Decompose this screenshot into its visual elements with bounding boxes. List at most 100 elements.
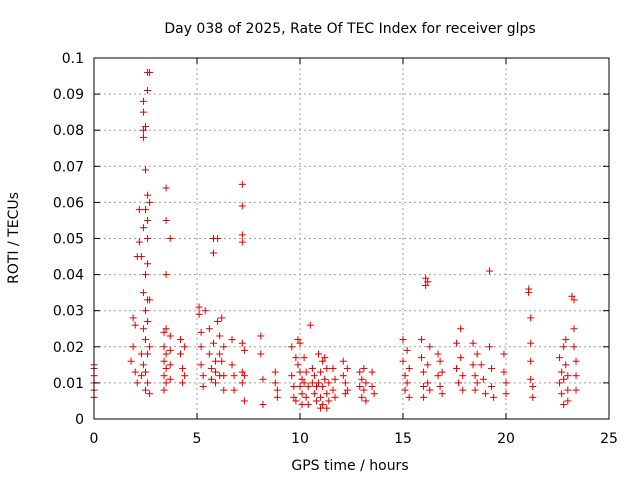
data-point — [481, 390, 489, 398]
data-point — [166, 361, 174, 369]
data-point — [315, 350, 323, 358]
data-point — [195, 303, 203, 311]
data-point — [162, 379, 170, 387]
data-point — [527, 357, 535, 365]
data-point — [331, 393, 339, 401]
chart-title: Day 038 of 2025, Rate Of TEC Index for r… — [164, 21, 535, 37]
y-tick-label: 0.09 — [53, 87, 84, 103]
data-point — [220, 372, 228, 380]
x-tick-label: 5 — [193, 431, 202, 447]
data-point — [212, 368, 220, 376]
data-point — [319, 401, 327, 409]
data-point — [304, 383, 312, 391]
data-point — [298, 390, 306, 398]
data-point — [144, 235, 152, 242]
data-point — [339, 357, 347, 365]
data-point — [214, 235, 222, 242]
data-point — [401, 386, 409, 394]
data-point — [317, 404, 325, 412]
data-point — [144, 216, 152, 224]
data-point — [312, 397, 320, 405]
data-point — [529, 383, 537, 391]
data-point — [473, 379, 481, 387]
data-point — [471, 386, 479, 394]
data-point — [420, 368, 428, 376]
data-point — [490, 393, 498, 401]
data-point — [298, 375, 306, 383]
data-point — [240, 397, 248, 405]
data-point — [238, 368, 246, 376]
data-point — [306, 321, 314, 329]
data-point — [205, 325, 213, 333]
data-point — [453, 339, 461, 347]
data-point — [323, 364, 331, 372]
data-point — [302, 393, 310, 401]
data-point — [160, 343, 168, 351]
data-point — [288, 372, 296, 380]
data-point — [368, 383, 376, 391]
data-point — [356, 368, 364, 376]
data-point — [325, 397, 333, 405]
data-point — [298, 401, 306, 409]
data-point — [418, 336, 426, 344]
data-point — [403, 346, 411, 354]
data-point — [181, 372, 189, 380]
y-tick-label: 0.07 — [53, 159, 84, 175]
data-point — [370, 390, 378, 398]
data-point — [288, 343, 296, 351]
data-point — [564, 372, 572, 380]
data-point — [343, 364, 351, 372]
data-point — [560, 343, 568, 351]
data-point — [139, 325, 147, 333]
data-point — [199, 383, 207, 391]
data-point — [360, 386, 368, 394]
data-point — [401, 372, 409, 380]
y-tick-label: 0.04 — [53, 268, 84, 284]
y-tick-label: 0.1 — [62, 51, 84, 67]
data-point — [469, 361, 477, 369]
data-point — [146, 198, 154, 206]
data-point — [273, 393, 281, 401]
data-point — [294, 361, 302, 369]
data-point — [137, 350, 145, 358]
data-point — [315, 379, 323, 387]
data-point — [403, 379, 411, 387]
data-point — [146, 343, 154, 351]
data-point — [436, 357, 444, 365]
data-point — [142, 123, 149, 131]
data-point — [321, 354, 329, 362]
data-point — [146, 296, 154, 304]
data-point — [259, 375, 267, 383]
data-point — [469, 339, 477, 347]
data-point — [399, 336, 407, 344]
data-point — [290, 393, 298, 401]
data-point — [424, 379, 432, 387]
data-point — [201, 307, 209, 315]
data-point — [139, 133, 147, 141]
data-point — [422, 274, 430, 282]
y-tick-label: 0 — [75, 412, 84, 428]
data-point — [142, 271, 149, 279]
data-point — [144, 318, 152, 326]
x-axis-label: GPS time / hours — [291, 458, 408, 474]
data-point — [457, 354, 465, 362]
data-point — [162, 216, 170, 224]
data-point — [558, 390, 566, 398]
data-point — [292, 354, 300, 362]
y-tick-label: 0.01 — [53, 376, 84, 392]
data-point — [424, 278, 432, 286]
data-point — [343, 386, 351, 394]
data-point — [488, 364, 496, 372]
data-point — [560, 401, 568, 409]
data-point — [564, 386, 572, 394]
x-tick-label: 25 — [600, 431, 618, 447]
data-point — [453, 364, 461, 372]
data-point — [240, 346, 248, 354]
x-tick-label: 20 — [497, 431, 515, 447]
x-tick-label: 10 — [291, 431, 309, 447]
data-point — [479, 375, 487, 383]
data-point — [199, 372, 207, 380]
data-point — [424, 361, 432, 369]
data-point — [502, 390, 510, 398]
